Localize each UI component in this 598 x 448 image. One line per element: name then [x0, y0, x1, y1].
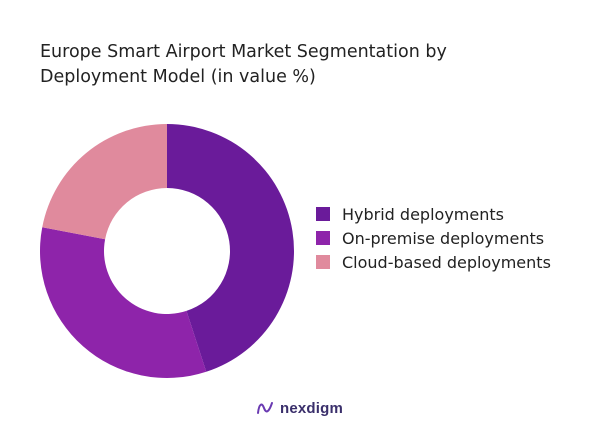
legend-swatch-cloud-based [316, 255, 330, 269]
legend-swatch-hybrid [316, 207, 330, 221]
legend-label-on-premise: On-premise deployments [342, 228, 545, 248]
brand-footer: nexdigm [0, 398, 598, 418]
legend-item-hybrid: Hybrid deployments [316, 202, 551, 226]
legend-swatch-on-premise [316, 231, 330, 245]
nexdigm-logo-icon [256, 402, 273, 414]
donut-slice-hybrid [167, 124, 294, 372]
chart-title: Europe Smart Airport Market Segmentation… [40, 40, 560, 90]
chart-title-line-1: Europe Smart Airport Market Segmentation… [40, 42, 447, 62]
legend-item-cloud-based: Cloud-based deployments [316, 250, 551, 274]
donut-slice-cloud-based [42, 124, 167, 240]
legend-label-hybrid: Hybrid deployments [342, 204, 504, 224]
chart-title-line-2: Deployment Model (in value %) [40, 67, 316, 87]
donut-slice-on-premise [39, 227, 207, 378]
brand-name: nexdigm [279, 399, 344, 417]
legend-label-cloud-based: Cloud-based deployments [342, 252, 551, 272]
chart-legend: Hybrid deployments On-premise deployment… [316, 202, 551, 274]
legend-item-on-premise: On-premise deployments [316, 226, 551, 250]
